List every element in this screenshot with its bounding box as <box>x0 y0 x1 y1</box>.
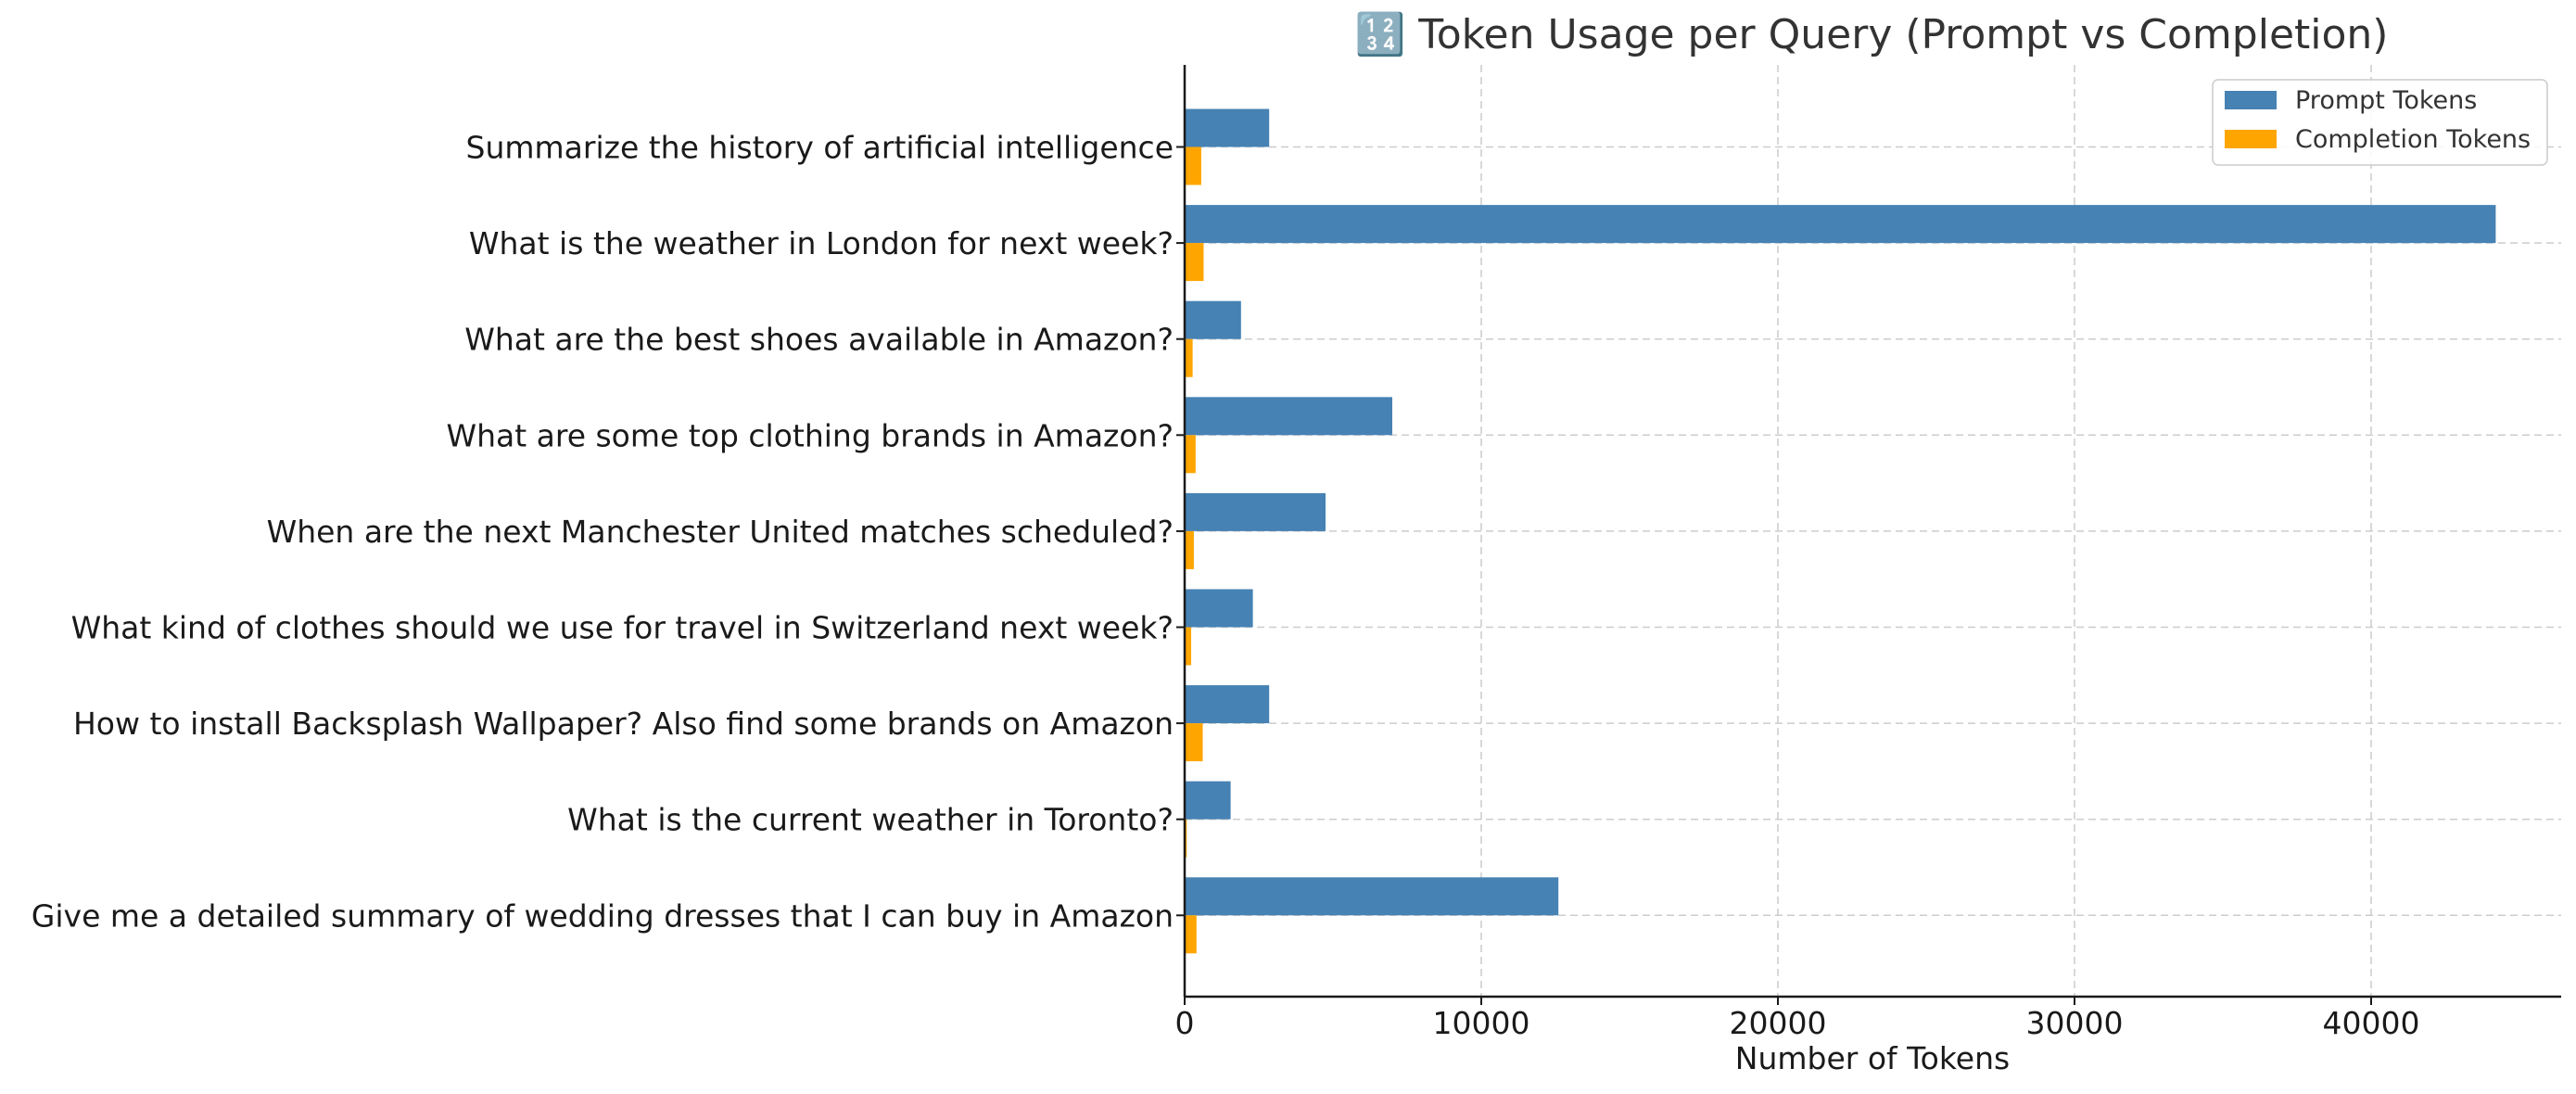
prompt-tokens-bar <box>1185 589 1253 628</box>
legend-swatch <box>2225 130 2277 148</box>
prompt-tokens-bar <box>1185 492 1326 531</box>
x-tick-labels: 0 10000 20000 30000 40000 <box>1175 997 2420 1041</box>
completion-tokens-bar <box>1185 723 1203 762</box>
completion-tokens-bar <box>1185 338 1193 377</box>
prompt-tokens-bar <box>1185 397 1392 436</box>
legend-swatch <box>2225 91 2277 109</box>
legend-box <box>2212 79 2548 166</box>
completion-tokens-bar <box>1185 435 1196 474</box>
y-tick-label: What is the weather in London for next w… <box>469 225 1174 261</box>
completion-tokens-bar <box>1185 530 1194 569</box>
y-tick-label: What are the best shoes available in Ama… <box>464 322 1174 358</box>
prompt-tokens-bar <box>1185 781 1231 820</box>
prompt-tokens-bar <box>1185 877 1559 916</box>
x-axis-title: Number of Tokens <box>1735 1040 2010 1076</box>
x-tick-label: 0 <box>1175 1005 1195 1041</box>
y-tick-label: What is the current weather in Toronto? <box>567 802 1174 838</box>
x-tick-label: 30000 <box>2026 1005 2124 1041</box>
y-tick-label: Summarize the history of artificial inte… <box>466 130 1174 166</box>
y-tick-label: How to install Backsplash Wallpaper? Als… <box>73 706 1174 742</box>
completion-tokens-bar <box>1185 243 1204 282</box>
legend-label: Completion Tokens <box>2295 125 2531 154</box>
legend: Prompt Tokens Completion Tokens <box>2212 79 2548 166</box>
y-tick-label: When are the next Manchester United matc… <box>267 514 1174 550</box>
y-tick-label: What are some top clothing brands in Ama… <box>446 417 1174 453</box>
prompt-tokens-bar <box>1185 300 1241 339</box>
y-tick-label: What kind of clothes should we use for t… <box>71 610 1174 646</box>
grid-lines <box>1185 65 2561 997</box>
x-tick-label: 20000 <box>1730 1005 1827 1041</box>
bars <box>1185 108 2496 954</box>
legend-label: Prompt Tokens <box>2295 86 2477 115</box>
completion-tokens-bar <box>1185 627 1192 666</box>
x-tick-label: 10000 <box>1433 1005 1530 1041</box>
chart-title: 🔢 Token Usage per Query (Prompt vs Compl… <box>1355 11 2389 58</box>
prompt-tokens-bar <box>1185 108 1270 147</box>
prompt-tokens-bar <box>1185 685 1270 724</box>
y-tick-label: Give me a detailed summary of wedding dr… <box>32 897 1174 934</box>
x-tick-label: 40000 <box>2323 1005 2420 1041</box>
y-tick-labels: Summarize the history of artificial inte… <box>32 130 1185 934</box>
completion-tokens-bar <box>1185 915 1197 954</box>
prompt-tokens-bar <box>1185 205 2496 244</box>
completion-tokens-bar <box>1185 146 1201 185</box>
